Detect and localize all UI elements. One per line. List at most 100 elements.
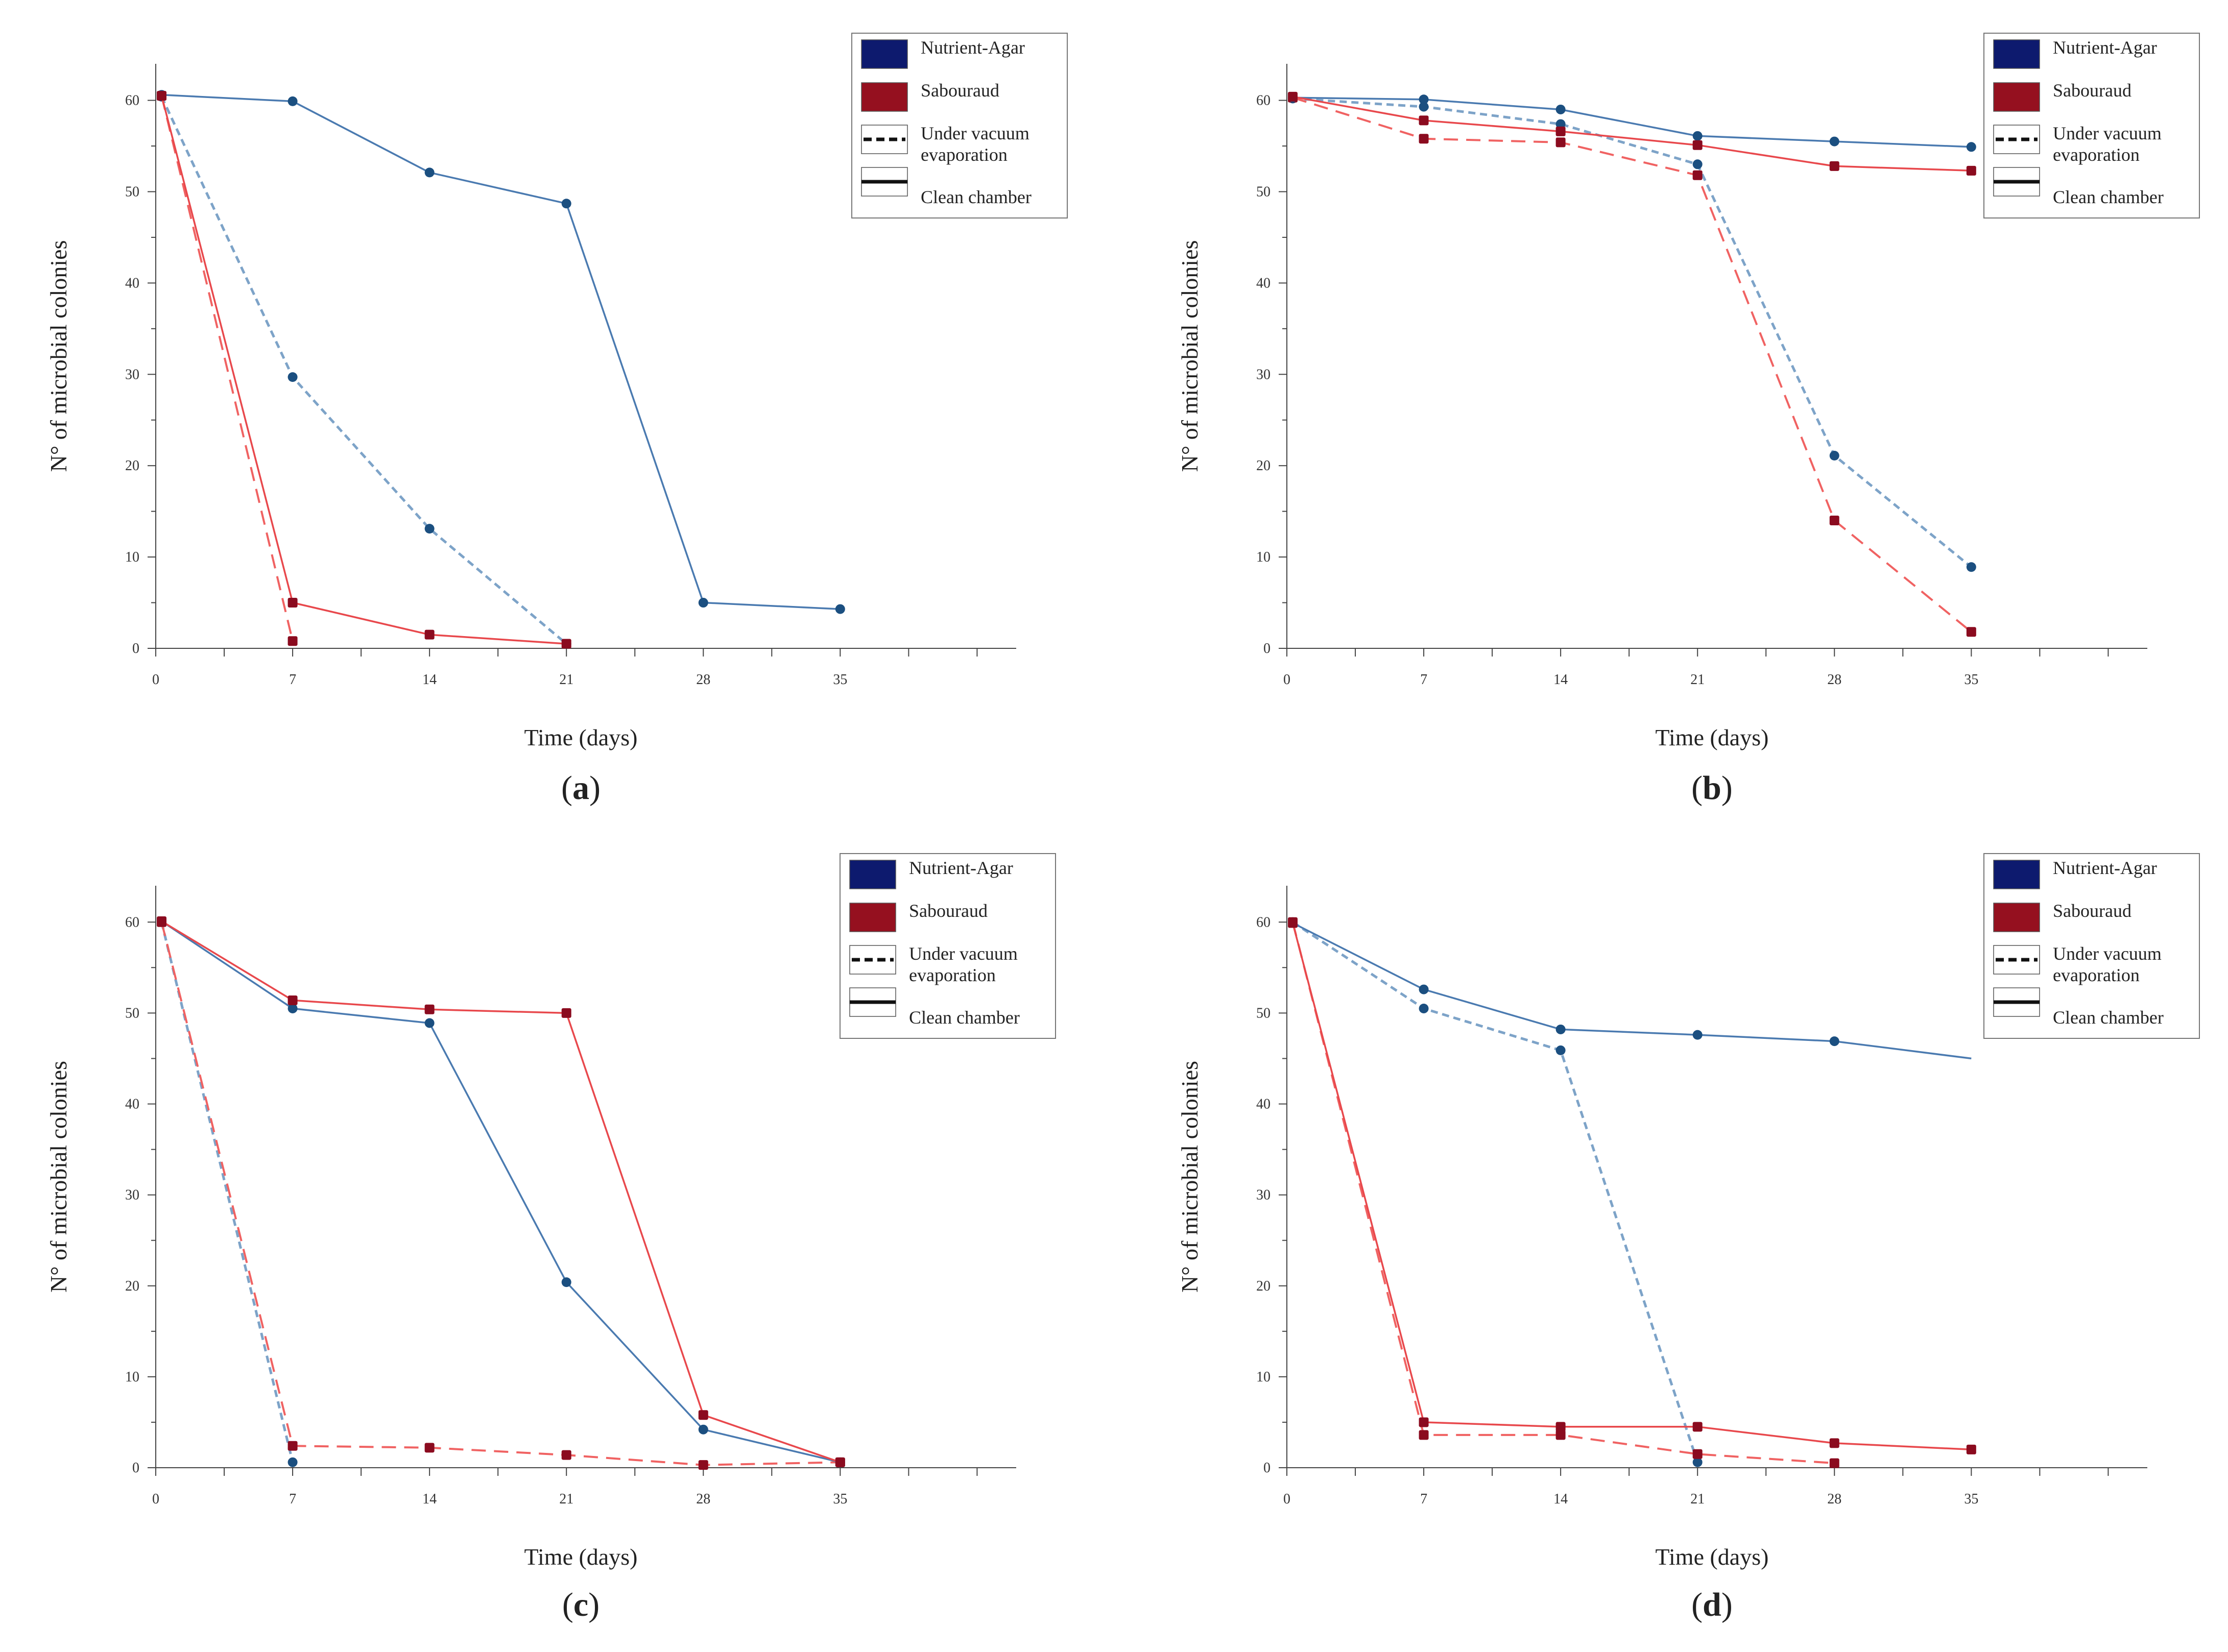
x-tick-label: 7: [289, 672, 296, 688]
data-point-nutrient-agar-vacuum: [1419, 1003, 1429, 1013]
legend-label-clean-chamber: Clean chamber: [2053, 187, 2164, 207]
y-axis-title: N° of microbial colonies: [1177, 240, 1203, 472]
legend-label-sabouraud: Sabouraud: [921, 80, 999, 101]
y-tick-label: 30: [1256, 367, 1271, 382]
x-tick-label: 21: [559, 672, 573, 688]
data-point-sabouraud-vacuum: [1419, 134, 1429, 144]
data-point-nutrient-agar-clean: [1419, 984, 1429, 994]
data-point-sabouraud-clean: [424, 1004, 435, 1014]
data-point-nutrient-agar-clean: [424, 167, 435, 178]
legend-label-nutrient-agar: Nutrient-Agar: [2053, 37, 2157, 58]
legend-label-vacuum-line2: evaporation: [2053, 965, 2140, 985]
y-tick-label: 50: [1256, 1005, 1271, 1021]
data-point-sabouraud-clean: [156, 91, 166, 101]
data-point-sabouraud-clean: [1419, 115, 1429, 126]
x-tick-label: 14: [1553, 672, 1568, 688]
legend-swatch-sabouraud: [1993, 82, 2040, 112]
y-tick-label: 10: [1256, 1369, 1271, 1385]
legend-label-vacuum-line2: evaporation: [909, 965, 996, 985]
panel-label-close: ): [1721, 769, 1733, 807]
data-point-sabouraud-clean: [288, 995, 298, 1005]
y-tick-label: 50: [125, 1005, 139, 1021]
data-point-nutrient-agar-clean: [1692, 131, 1703, 141]
data-point-sabouraud-vacuum: [424, 1443, 435, 1453]
data-point-nutrient-agar-vacuum: [1829, 451, 1839, 461]
x-tick-label: 0: [1283, 672, 1290, 688]
series-line-nutrient-agar-clean: [161, 920, 841, 1464]
legend-label-clean-chamber: Clean chamber: [909, 1007, 1020, 1028]
data-point-sabouraud-clean: [1287, 918, 1298, 928]
data-point-sabouraud-clean: [1829, 161, 1839, 171]
series-line-sabouraud-clean: [160, 95, 567, 645]
data-point-sabouraud-clean: [1419, 1417, 1429, 1427]
y-axis-title: N° of microbial colonies: [45, 1061, 71, 1293]
series-line-nutrient-agar-vacuum: [160, 96, 567, 645]
data-point-nutrient-agar-vacuum: [1555, 119, 1566, 129]
data-point-nutrient-agar-vacuum: [288, 372, 298, 382]
data-point-sabouraud-clean: [698, 1410, 708, 1420]
legend-label-clean-chamber: Clean chamber: [921, 187, 1032, 207]
x-tick-label: 0: [152, 672, 159, 688]
panel-label: (b): [1691, 769, 1733, 807]
x-tick-label: 0: [152, 1491, 159, 1507]
data-point-sabouraud-vacuum: [1692, 1449, 1703, 1459]
legend: Nutrient-Agar Sabouraud Under vacuumevapor…: [851, 33, 1068, 218]
y-tick-label: 40: [125, 275, 139, 291]
chart-panel-d: 0 10 20 30 40 50 60 0 7 14 21 28 35 Time (days) N° of …: [1177, 853, 2200, 1623]
data-point-sabouraud-clean: [1829, 1438, 1839, 1448]
data-point-nutrient-agar-clean: [1829, 1036, 1839, 1047]
series-line-nutrient-agar-clean: [1292, 922, 1972, 1060]
panel-label-letter: a: [572, 769, 589, 807]
data-point-nutrient-agar-vacuum: [1555, 1045, 1566, 1055]
x-tick-label: 35: [1964, 1491, 1978, 1507]
y-tick-label: 20: [1256, 1278, 1271, 1294]
data-point-sabouraud-vacuum: [561, 1450, 571, 1460]
y-tick-label: 20: [1256, 458, 1271, 474]
data-point-nutrient-agar-vacuum: [1966, 562, 1976, 572]
y-tick-label: 10: [1256, 549, 1271, 565]
data-point-nutrient-agar-clean: [1555, 1024, 1566, 1034]
y-tick-label: 10: [125, 1369, 139, 1385]
data-point-nutrient-agar-vacuum: [288, 1457, 298, 1467]
y-tick-label: 60: [125, 93, 139, 109]
data-point-sabouraud-clean: [561, 1008, 571, 1018]
x-tick-label: 28: [1827, 1491, 1841, 1507]
data-point-sabouraud-clean: [1555, 126, 1566, 136]
y-tick-label: 20: [125, 1278, 139, 1294]
data-point-sabouraud-vacuum: [288, 1441, 298, 1451]
data-point-sabouraud-vacuum: [1555, 137, 1566, 148]
data-point-sabouraud-clean: [1966, 165, 1976, 176]
panel-label: (a): [561, 769, 601, 807]
data-point-sabouraud-clean: [1555, 1422, 1566, 1432]
data-point-nutrient-agar-clean: [1692, 1030, 1703, 1040]
x-tick-label: 14: [1553, 1491, 1568, 1507]
data-point-sabouraud-vacuum: [1829, 516, 1839, 526]
legend-label-vacuum-line1: Under vacuum: [909, 943, 1018, 964]
data-point-nutrient-agar-clean: [424, 1018, 435, 1028]
legend-label-clean-chamber: Clean chamber: [2053, 1007, 2164, 1028]
legend-swatch-nutrient-agar: [861, 39, 908, 69]
legend-label-sabouraud: Sabouraud: [909, 901, 988, 921]
series-line-nutrient-agar-vacuum: [160, 921, 294, 1463]
legend-label-sabouraud: Sabouraud: [2053, 901, 2131, 921]
legend-swatch-sabouraud: [861, 82, 908, 112]
x-axis-title: Time (days): [524, 724, 638, 750]
data-point-sabouraud-clean: [1287, 91, 1298, 102]
data-point-nutrient-agar-vacuum: [1419, 102, 1429, 112]
series-line-sabouraud-vacuum: [160, 921, 841, 1466]
series-line-sabouraud-vacuum: [1291, 921, 1835, 1465]
x-tick-label: 21: [559, 1491, 573, 1507]
panel-label-close: ): [1721, 1586, 1733, 1623]
data-point-sabouraud-vacuum: [1829, 1458, 1839, 1468]
y-tick-label: 20: [125, 458, 139, 474]
x-tick-label: 14: [422, 672, 437, 688]
y-tick-label: 30: [1256, 1187, 1271, 1203]
x-tick-label: 35: [1964, 672, 1978, 688]
data-point-sabouraud-clean: [1692, 1422, 1703, 1432]
x-tick-label: 7: [289, 1491, 296, 1507]
y-tick-label: 60: [1256, 914, 1271, 930]
legend-label-nutrient-agar: Nutrient-Agar: [909, 858, 1013, 878]
data-point-sabouraud-vacuum: [1966, 627, 1976, 637]
data-point-sabouraud-clean: [1692, 140, 1703, 150]
